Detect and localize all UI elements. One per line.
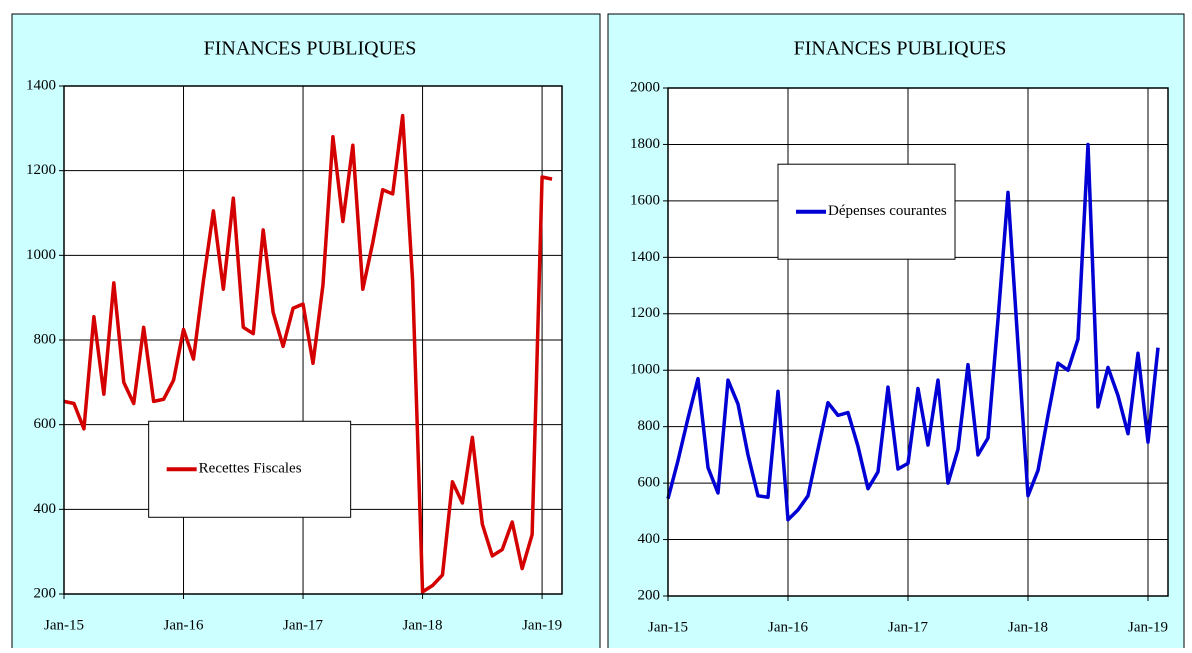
y-tick-label: 1600 bbox=[630, 192, 660, 208]
y-tick-label: 1200 bbox=[630, 305, 660, 321]
chart-title: FINANCES PUBLIQUES bbox=[794, 38, 1007, 60]
legend-label: Dépenses courantes bbox=[828, 203, 947, 219]
plot-border bbox=[63, 85, 563, 595]
x-tick-label: Jan-16 bbox=[768, 619, 808, 635]
y-tick-label: 1400 bbox=[630, 249, 660, 265]
x-tick-label: Jan-17 bbox=[888, 619, 928, 635]
x-tick-label: Jan-15 bbox=[44, 617, 84, 633]
y-tick-label: 800 bbox=[638, 418, 661, 434]
x-tick-label: Jan-15 bbox=[648, 619, 688, 635]
x-tick-label: Jan-18 bbox=[1008, 619, 1048, 635]
legend-label: Recettes Fiscales bbox=[199, 461, 302, 477]
x-tick-label: Jan-17 bbox=[283, 617, 323, 633]
y-tick-label: 1200 bbox=[26, 162, 56, 178]
y-tick-label: 600 bbox=[34, 416, 57, 432]
x-tick-label: Jan-19 bbox=[1128, 619, 1168, 635]
y-tick-label: 400 bbox=[638, 531, 661, 547]
y-tick-label: 600 bbox=[638, 475, 661, 491]
y-tick-label: 400 bbox=[34, 501, 57, 517]
y-tick-label: 1000 bbox=[630, 362, 660, 378]
y-tick-label: 200 bbox=[638, 587, 661, 603]
x-tick-label: Jan-18 bbox=[403, 617, 443, 633]
y-tick-label: 200 bbox=[34, 585, 57, 601]
y-tick-label: 2000 bbox=[630, 79, 660, 95]
plot-border bbox=[667, 87, 1169, 597]
y-tick-label: 1400 bbox=[26, 77, 56, 93]
data-line bbox=[666, 142, 1160, 522]
x-tick-label: Jan-16 bbox=[164, 617, 204, 633]
y-tick-label: 800 bbox=[34, 331, 57, 347]
y-tick-label: 1000 bbox=[26, 247, 56, 263]
y-tick-label: 1800 bbox=[630, 136, 660, 152]
data-line bbox=[63, 113, 553, 594]
x-tick-label: Jan-19 bbox=[522, 617, 562, 633]
chart-title: FINANCES PUBLIQUES bbox=[204, 38, 417, 60]
